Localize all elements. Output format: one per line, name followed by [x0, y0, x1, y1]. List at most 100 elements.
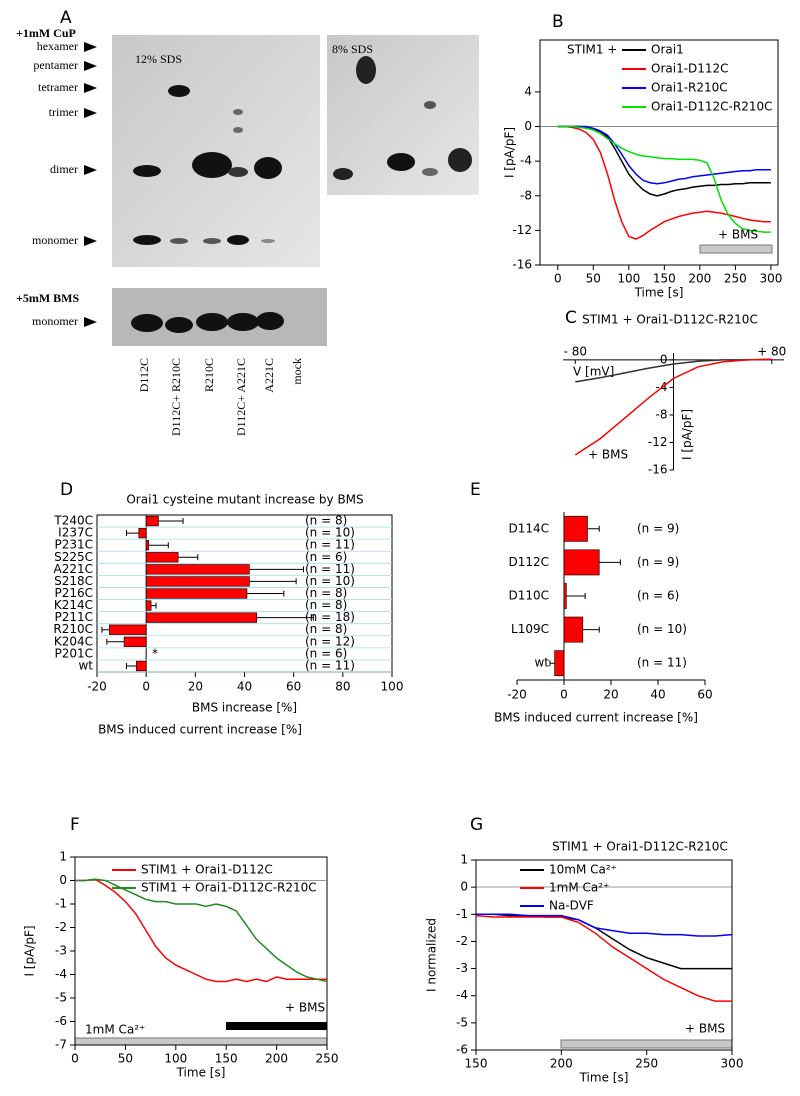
n-label: (n = 11) [305, 538, 355, 552]
category-label: K214C [54, 598, 93, 612]
x-tick-label: 40 [650, 688, 665, 702]
y-tick-label: 1 [59, 850, 67, 864]
category-label: I237C [58, 526, 93, 540]
bar [145, 588, 248, 599]
panel-letter: D [60, 480, 73, 500]
legend-label: 10mM Ca²⁺ [549, 863, 617, 877]
category-label: S218C [54, 574, 93, 588]
y-tick-label: -8 [520, 188, 532, 202]
chart-title: Orai1 cysteine mutant increase by BMS [126, 493, 363, 507]
y-tick-label: -16 [648, 463, 668, 477]
category-label: A221C [54, 562, 94, 576]
x-tick-label: 150 [653, 272, 676, 286]
n-label: (n = 10) [305, 526, 355, 540]
legend-label: Orai1 [651, 43, 684, 57]
y-tick-label: 0 [660, 352, 668, 366]
y-tick-label: -3 [55, 944, 67, 958]
y-tick-label: -6 [55, 1014, 67, 1028]
x-tick-label: - 80 [564, 344, 587, 358]
error-bar [106, 638, 125, 645]
bar [145, 540, 149, 551]
lane-label: D112C [137, 358, 151, 392]
bar [108, 624, 147, 635]
x-axis-label: BMS increase [%] [192, 701, 297, 715]
x-tick-label: -20 [507, 688, 527, 702]
x-axis-label: V [mV] [573, 364, 614, 378]
band-label: monomer [32, 314, 78, 328]
band-label: tetramer [38, 80, 78, 94]
n-label: (n = 10) [637, 622, 687, 636]
y-tick-label: -8 [656, 407, 668, 421]
n-label: (n = 6) [305, 646, 347, 660]
y-tick-label: -3 [456, 961, 468, 975]
error-bar [566, 593, 586, 599]
n-label: (n = 11) [305, 658, 355, 672]
x-axis-label: Time [s] [176, 1066, 226, 1080]
band-label: dimer [50, 162, 78, 176]
y-tick-label: -6 [456, 1043, 468, 1057]
condition-label: +5mM BMS [16, 291, 79, 305]
plot-frame [475, 859, 733, 1051]
chart-title: STIM1 + Orai1-D112C-R210C [582, 313, 758, 327]
n-label: (n = 11) [637, 656, 687, 670]
bar [563, 515, 588, 542]
category-label: wt [78, 658, 93, 672]
n-label: (n = 10) [305, 574, 355, 588]
panel-letter: A [60, 8, 72, 28]
n-label: (n = 8) [305, 586, 347, 600]
gel-label: 12% SDS [135, 52, 182, 66]
y-tick-label: 4 [524, 84, 532, 98]
x-axis-label: BMS induced current increase [%] [494, 711, 698, 725]
y-tick-label: -16 [512, 258, 532, 272]
annotation: + BMS [685, 1022, 725, 1036]
category-label: S225C [54, 550, 93, 564]
x-tick-label: 250 [635, 1057, 658, 1071]
series-line [557, 125, 771, 197]
bar [554, 650, 565, 677]
y-tick-label: -4 [456, 988, 468, 1002]
x-tick-label: 60 [286, 680, 301, 694]
x-tick-label: -20 [87, 680, 107, 694]
bar [145, 515, 159, 527]
y-axis-label: I normalized [425, 918, 439, 992]
panel-letter: B [552, 12, 564, 32]
stimulus-bar [560, 1039, 733, 1049]
series-line [75, 878, 328, 983]
series-label: + BMS [588, 448, 628, 462]
y-tick-label: 0 [460, 880, 468, 894]
error-bar [549, 660, 555, 667]
band-label: hexamer [37, 39, 78, 53]
x-axis-label: Time [s] [579, 1071, 629, 1085]
n-label: (n = 6) [305, 550, 347, 564]
y-tick-label: -1 [55, 897, 67, 911]
error-bar [178, 554, 199, 561]
gel [112, 35, 320, 267]
series-line [475, 914, 732, 1002]
y-tick-label: -7 [55, 1038, 67, 1052]
category-label: wt [534, 656, 549, 670]
y-tick-label: -5 [456, 1015, 468, 1029]
panel-letter: E [470, 480, 481, 500]
x-tick-label: 200 [265, 1052, 288, 1066]
gel-label: 8% SDS [332, 42, 373, 56]
error-bar [249, 578, 297, 585]
lane-label: D112C+ A221C [234, 358, 248, 436]
stimulus-bar [699, 244, 773, 254]
x-tick-label: 0 [142, 680, 150, 694]
series-line [557, 125, 771, 233]
x-tick-label: 0 [71, 1052, 79, 1066]
y-tick-label: -5 [55, 991, 67, 1005]
x-tick-label: + 80 [757, 344, 786, 358]
y-tick-label: 0 [59, 873, 67, 887]
panel-letter: F [70, 815, 80, 835]
category-label: P231C [54, 538, 93, 552]
category-label: D112C [508, 555, 549, 569]
error-bar [126, 530, 139, 537]
error-bar [101, 626, 110, 633]
x-tick-label: 50 [586, 272, 601, 286]
band-label: pentamer [33, 58, 78, 72]
n-label: (n = 8) [305, 514, 347, 528]
plot-frame [539, 39, 779, 266]
bar [138, 527, 147, 539]
